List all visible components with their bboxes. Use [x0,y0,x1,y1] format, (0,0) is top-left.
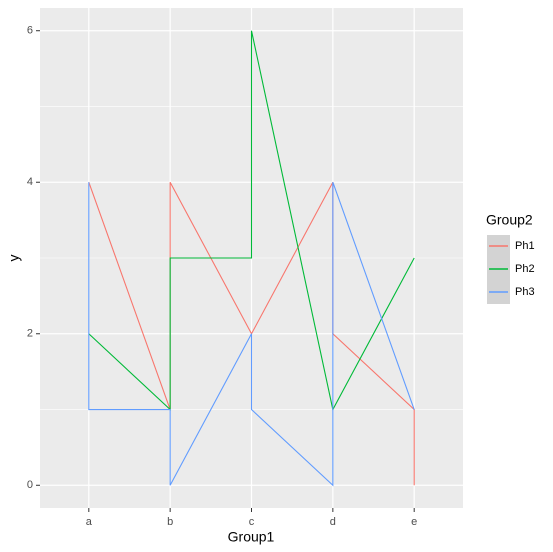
legend-label: Ph2 [515,263,535,275]
x-tick-label: c [249,516,255,528]
y-tick-label: 4 [27,176,33,188]
x-tick-label: e [411,516,417,528]
y-tick-label: 2 [27,328,33,340]
y-axis-label: y [6,255,22,262]
y-tick-label: 0 [27,479,33,491]
y-tick-label: 6 [27,25,33,37]
x-tick-label: b [167,516,173,528]
legend-label: Ph3 [515,286,535,298]
legend-title: Group2 [486,212,533,228]
series-line [88,182,415,487]
x-tick-label: a [86,516,93,528]
x-tick-label: d [330,516,336,528]
x-axis-label: Group1 [228,529,275,545]
legend-label: Ph1 [515,240,535,252]
